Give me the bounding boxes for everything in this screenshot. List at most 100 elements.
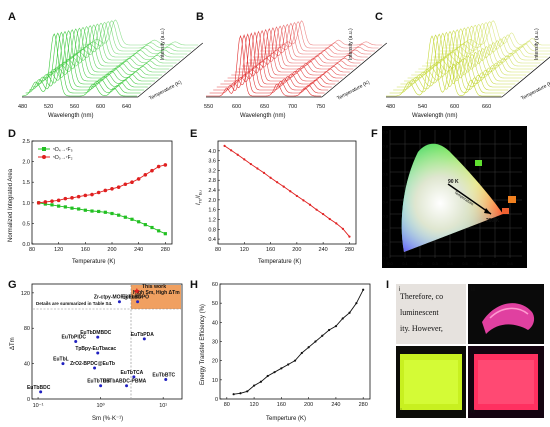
data-point xyxy=(143,172,148,177)
panel-b-xtick: 650 xyxy=(260,104,269,110)
cie-y-tick: 0.6 xyxy=(382,172,388,177)
panel-h: H 80 120 160 200 240 280 0 10 20 30 40 50 60 Tempert… xyxy=(190,279,371,422)
panel-h-frame xyxy=(219,283,371,400)
panel-d-label: D xyxy=(8,128,16,140)
panel-d: D 80 120 160 200 240 280 0.0 0.5 1.0 1.5 2.0 2.5 Te… xyxy=(8,128,173,265)
data-point xyxy=(246,390,249,393)
x-tick-label: 280 xyxy=(161,247,170,253)
spectrum-depth-axis xyxy=(501,56,550,98)
photo-iv-glow xyxy=(478,360,534,404)
x-tick-label: 200 xyxy=(107,247,116,253)
spectrum-depth-axis xyxy=(321,42,388,98)
data-point xyxy=(262,171,266,174)
data-point xyxy=(348,235,351,238)
spectrum-trace xyxy=(242,26,357,67)
panel-c-xtick: 660 xyxy=(482,104,491,110)
panel-a-xtick: 640 xyxy=(122,104,131,110)
data-point xyxy=(56,198,61,203)
data-point xyxy=(302,199,305,202)
photo-iv-sublabel: iv xyxy=(471,409,475,415)
panel-d-frame xyxy=(31,140,173,245)
panel-h-marks: 80 120 160 200 240 280 0 10 20 30 40 50 60 xyxy=(212,282,368,408)
data-point xyxy=(96,335,100,339)
x-tick-label: 120 xyxy=(240,247,249,253)
spectrum-trace xyxy=(429,24,545,61)
data-point xyxy=(163,232,167,236)
panel-c-xtick: 480 xyxy=(386,104,395,110)
cie-x-tick: 0.2 xyxy=(417,261,423,266)
data-point xyxy=(110,186,114,191)
panel-h-ylabel: Energy Transfer Efficiency (%) xyxy=(200,304,206,385)
data-point xyxy=(150,225,154,230)
panel-c: C 480 540 600 660 Wavelength (nm) Intens… xyxy=(375,11,550,119)
data-point xyxy=(123,182,128,187)
panel-b-label: B xyxy=(196,11,204,23)
data-point xyxy=(289,190,292,193)
spectrum-trace xyxy=(231,28,347,76)
data-point xyxy=(130,217,134,221)
data-point xyxy=(328,217,331,221)
data-label: TpBpy-EuTbacac xyxy=(75,346,116,352)
x-tick-label: 80 xyxy=(224,402,230,408)
y-tick-label: 10 xyxy=(212,378,218,384)
photo-iii-sublabel: iii xyxy=(471,287,475,293)
panel-g-frame xyxy=(31,283,183,400)
photo-i-sublabel: i xyxy=(399,287,400,293)
data-label: EuTbTCA xyxy=(120,370,143,376)
y-tick-label: 60 xyxy=(212,282,218,288)
spectrum-trace xyxy=(267,20,383,46)
x-tick-label: 280 xyxy=(359,402,368,408)
panel-e: E 80 120 160 200 240 280 0.4 0.8 1.2 1.6 2.0 2.4 2.8… xyxy=(190,128,357,265)
data-point xyxy=(90,192,94,197)
x-tick-label: 10⁻¹ xyxy=(33,403,44,409)
y-tick-label: 2.0 xyxy=(22,160,30,166)
data-point xyxy=(273,371,276,374)
spectrum-trace xyxy=(396,32,512,88)
spectrum-trace xyxy=(389,34,505,94)
data-point xyxy=(50,199,54,203)
spectrum-trace xyxy=(227,29,343,79)
spectrum-depth-axis xyxy=(137,42,204,98)
panel-b-ylabel: Intensity (a.u.) xyxy=(348,28,354,60)
panel-c-xlabel: Wavelength (nm) xyxy=(412,113,457,119)
cie-x-tick: 0.6 xyxy=(477,261,483,266)
data-label: Zr-ctpy-MOF@EuTb xyxy=(94,295,141,301)
sample-photo-90k xyxy=(475,160,482,166)
data-label: EuTbBDPO xyxy=(122,295,149,301)
x-tick-label: 10⁰ xyxy=(96,402,105,409)
data-point xyxy=(137,220,141,224)
photo-iii-highlight xyxy=(489,307,529,319)
series-line xyxy=(233,289,364,395)
photo-i-text-line: Therefore, co xyxy=(400,292,443,301)
data-point xyxy=(156,164,161,169)
data-point xyxy=(150,168,154,173)
spectrum-trace xyxy=(393,33,509,91)
data-point xyxy=(130,180,134,184)
cie-high-label: 280 K xyxy=(486,218,500,224)
cie-horseshoe-white xyxy=(401,143,503,252)
data-point xyxy=(96,351,100,355)
panel-c-xtick: 540 xyxy=(418,104,427,110)
data-point xyxy=(276,181,279,184)
data-point xyxy=(70,206,74,210)
panel-f-label: F xyxy=(371,128,378,140)
cie-y-tick: 0.3 xyxy=(382,214,388,219)
panel-h-xlabel: Temperture (K) xyxy=(266,416,306,422)
data-point xyxy=(341,317,344,320)
data-label: EuTbTDB xyxy=(87,379,110,385)
cie-y-tick: 0.1 xyxy=(382,242,388,247)
cie-x-tick: 0.1 xyxy=(402,261,408,266)
data-point xyxy=(249,162,252,166)
data-point xyxy=(232,393,235,396)
data-point xyxy=(266,374,269,378)
cie-x-tick: 0.7 xyxy=(492,261,498,266)
data-point xyxy=(110,211,114,216)
data-point xyxy=(335,222,338,225)
data-point xyxy=(243,158,246,161)
spectrum-trace xyxy=(47,27,163,76)
panel-a-spectra xyxy=(21,19,204,98)
data-point xyxy=(341,227,344,230)
y-tick-label: 0.8 xyxy=(208,227,216,233)
